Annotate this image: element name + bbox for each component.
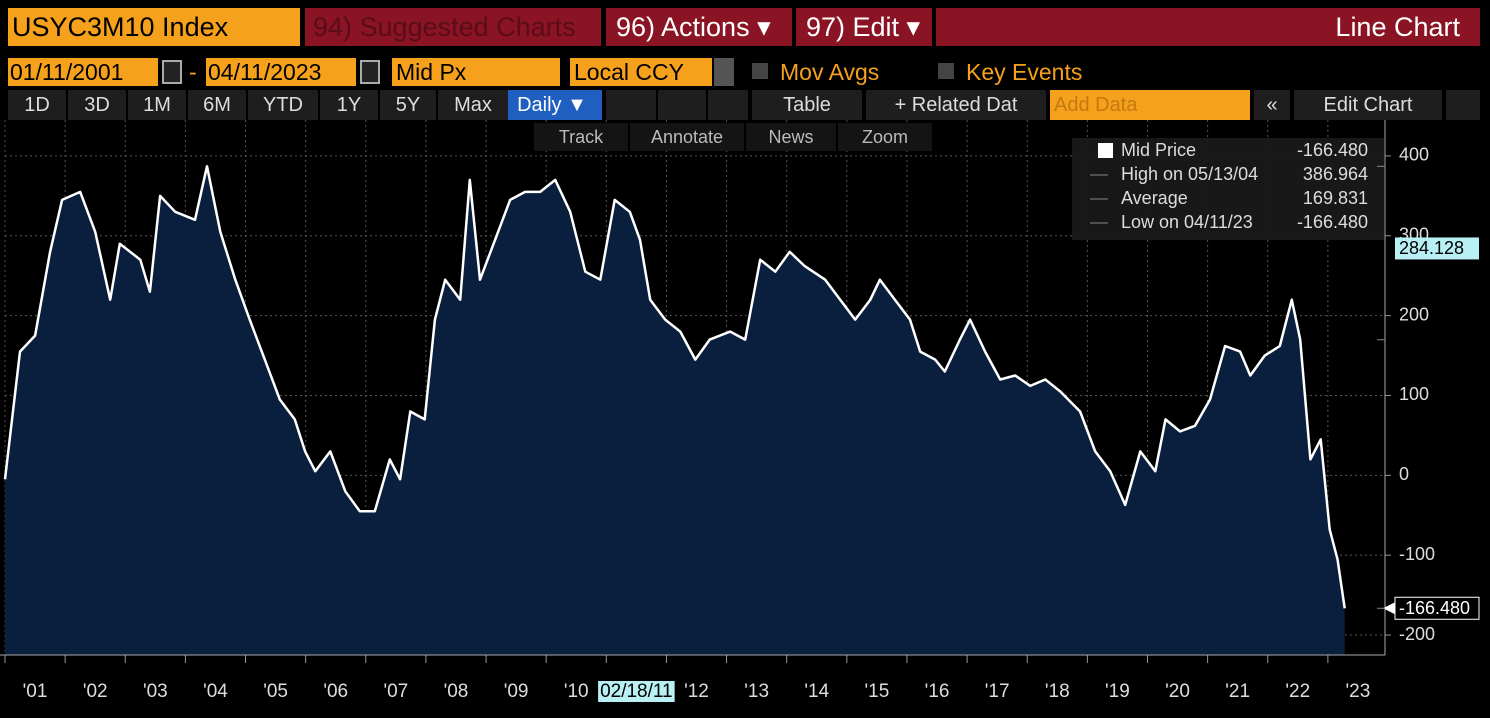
x-tick-label: '15 (865, 681, 890, 702)
actions-menu[interactable]: 96) Actions ▾ (606, 8, 792, 46)
checkbox[interactable] (938, 63, 954, 79)
x-tick-label: '17 (985, 681, 1010, 702)
x-tick-label: '03 (143, 681, 168, 702)
x-tick-label: 02/18/11 (600, 681, 673, 702)
x-tick-label: '20 (1165, 681, 1190, 702)
x-tick-label: '08 (444, 681, 469, 702)
x-tick-label: '09 (504, 681, 529, 702)
add-data-input[interactable]: Add Data (1050, 90, 1250, 120)
y-tick-label: -200 (1399, 624, 1435, 644)
legend-box (1072, 138, 1384, 240)
stat-label: Average (1121, 188, 1188, 208)
frequency-select[interactable]: Daily ▼ (502, 90, 602, 120)
key-events-label[interactable]: Key Events (966, 58, 1083, 85)
stat-value: 169.831 (1303, 188, 1368, 208)
calendar-icon[interactable] (360, 60, 380, 84)
period-button[interactable]: 1M (128, 90, 186, 120)
line-icon[interactable] (606, 90, 656, 120)
start-date-field[interactable]: 01/11/2001 (8, 58, 158, 86)
edit-menu[interactable]: 97) Edit ▾ (796, 8, 932, 46)
checkbox[interactable] (752, 63, 768, 79)
line (3, 165, 1346, 609)
x-tick-label: '10 (564, 681, 589, 702)
x-tick-label: '01 (23, 681, 48, 702)
table-button[interactable]: Table (752, 90, 862, 120)
y-tick-label: 100 (1399, 384, 1429, 404)
x-tick-label: '12 (684, 681, 709, 702)
x-tick-label: '22 (1285, 681, 1310, 702)
stat-label: Low on 04/11/23 (1121, 212, 1253, 232)
stat-value: 386.964 (1303, 164, 1368, 184)
x-tick-label: '14 (804, 681, 829, 702)
mov-avgs-label[interactable]: Mov Avgs (780, 58, 880, 85)
price-pointer (1383, 602, 1395, 615)
chart-tool[interactable]: News (746, 123, 836, 151)
dropdown-arrow[interactable] (714, 58, 734, 86)
period-button[interactable]: 3D (68, 90, 126, 120)
y-tick-label: -100 (1399, 544, 1435, 564)
chart-kind-title: Line Chart (936, 8, 1480, 46)
price-field-select[interactable]: Mid Px (392, 58, 560, 86)
date-dash: - (189, 58, 197, 85)
price-label-box (1395, 237, 1479, 260)
chart-tool[interactable]: Track (534, 123, 628, 151)
price-label-text: 284.128 (1399, 238, 1464, 258)
chart-tool[interactable]: Annotate (630, 123, 744, 151)
stat-label: High on 05/13/04 (1121, 164, 1258, 184)
period-button[interactable]: 6M (188, 90, 246, 120)
price-label: -166.480 (1383, 596, 1480, 620)
x-tick-label: '04 (203, 681, 228, 702)
y-tick-label: 400 (1399, 145, 1429, 165)
x-tick-label: '18 (1045, 681, 1070, 702)
legend-value: -166.480 (1297, 140, 1368, 160)
y-tick-label: 200 (1399, 304, 1429, 324)
chart-tool[interactable]: Zoom (838, 123, 932, 151)
currency-select[interactable]: Local CCY (570, 58, 712, 86)
ticker-field[interactable]: USYC3M10 Index (8, 8, 300, 46)
calendar-icon[interactable] (162, 60, 182, 84)
period-button[interactable]: 1Y (320, 90, 378, 120)
x-tick-label: '05 (263, 681, 288, 702)
x-tick-label: '16 (925, 681, 950, 702)
x-tick-label: '02 (83, 681, 108, 702)
period-button[interactable]: Max (438, 90, 508, 120)
x-tick-label: '13 (744, 681, 769, 702)
x-tick-label: '23 (1346, 681, 1371, 702)
edit-chart-button[interactable]: Edit Chart (1294, 90, 1442, 120)
suggested-charts-menu[interactable]: 94) Suggested Charts (305, 8, 601, 46)
stat-value: -166.480 (1297, 212, 1368, 232)
bar-icon[interactable] (658, 90, 706, 120)
period-button[interactable]: YTD (248, 90, 318, 120)
area (5, 166, 1345, 656)
end-date-field[interactable]: 04/11/2023 (206, 58, 356, 86)
y-tick-label: 0 (1399, 464, 1409, 484)
price-label-text: -166.480 (1399, 598, 1470, 618)
cursor-date-box (598, 681, 675, 703)
price-label: 284.128 (1395, 237, 1479, 260)
period-button[interactable]: 1D (8, 90, 66, 120)
x-tick-label: '06 (323, 681, 348, 702)
legend: Mid Price -166.480 High on 05/13/04 386.964… (1072, 138, 1384, 240)
legend-entry: Mid Price (1121, 140, 1196, 160)
more-icon[interactable] (708, 90, 748, 120)
x-tick-label: '07 (383, 681, 408, 702)
period-button[interactable]: 5Y (380, 90, 436, 120)
collapse-button[interactable]: « (1254, 90, 1290, 120)
legend-swatch (1098, 143, 1113, 158)
x-tick-label: '21 (1225, 681, 1250, 702)
x-tick-label: '19 (1105, 681, 1130, 702)
settings-icon[interactable] (1446, 90, 1480, 120)
related-data-button[interactable]: + Related Dat (866, 90, 1046, 120)
